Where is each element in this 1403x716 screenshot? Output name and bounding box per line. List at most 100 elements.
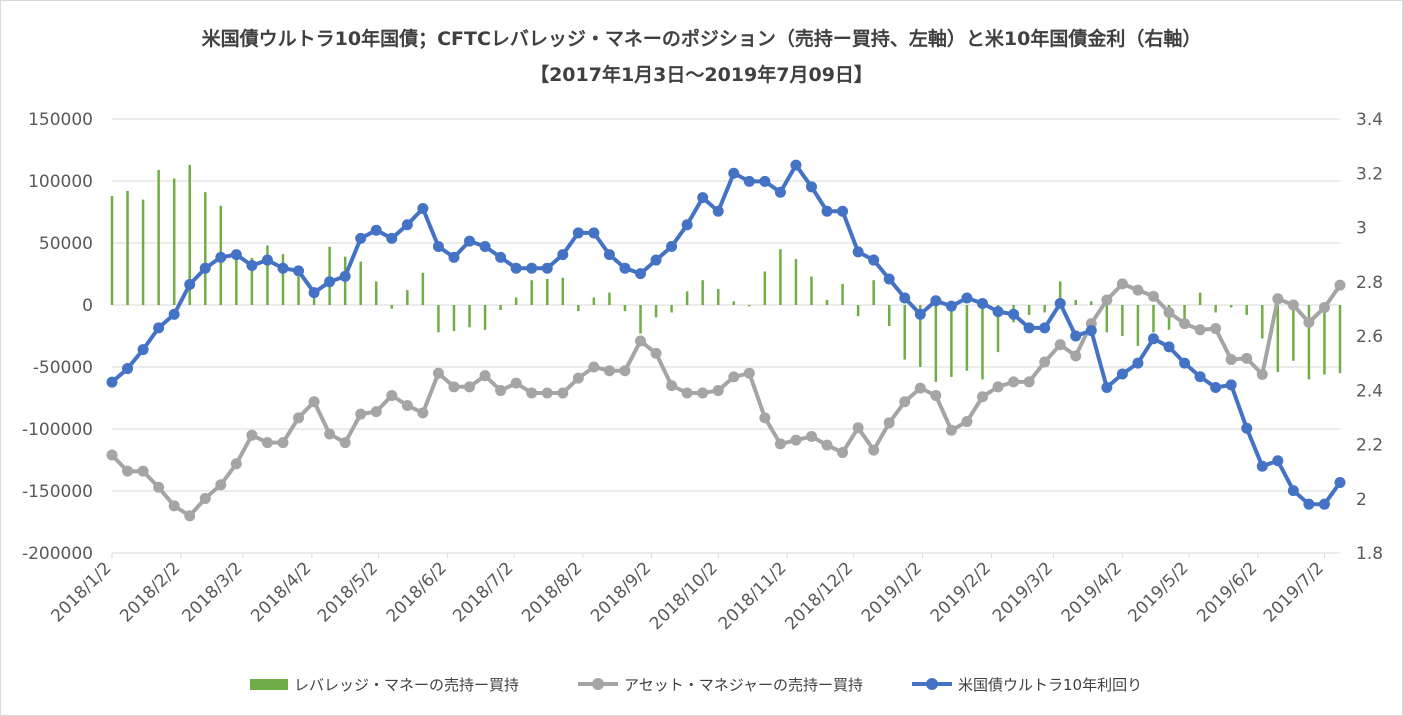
series-point — [355, 232, 367, 244]
bar-mark — [1276, 305, 1280, 372]
axis-labels: 150000 100000 50000 0 -50000 -100000 -150000 -2… — [22, 110, 1383, 634]
chart-subtitle: 【2017年1月3日～2019年7月09日】 — [530, 64, 873, 86]
series-point — [1256, 368, 1268, 380]
series-point — [215, 251, 227, 263]
series-point — [106, 376, 118, 388]
bar-mark — [390, 305, 394, 309]
y-right-tick-label: 2 — [1356, 490, 1367, 510]
x-tick-label: 2018/8/2 — [518, 558, 586, 626]
series-point — [1132, 357, 1144, 369]
bar-mark — [561, 277, 565, 305]
series-point — [681, 387, 693, 399]
legend: レバレッジ・マネーの売持ー買持 アセット・マネジャーの売持ー買持 米国債ウルトラ… — [0, 672, 1403, 696]
series-point — [635, 268, 647, 280]
series-point — [572, 227, 584, 239]
series-point — [743, 175, 755, 187]
series-point — [976, 297, 988, 309]
x-tick-label: 2019/1/2 — [858, 558, 926, 626]
bar-mark — [1183, 305, 1186, 324]
series-point — [1070, 350, 1082, 362]
series-point — [790, 159, 802, 171]
series-point — [324, 276, 336, 288]
series-point — [184, 510, 196, 522]
legend-swatch-blue — [912, 678, 952, 690]
bar-mark — [468, 305, 471, 328]
bar-mark — [1245, 305, 1248, 315]
x-tick-label: 2018/5/2 — [314, 558, 382, 626]
series-point — [355, 408, 367, 420]
bar-mark — [903, 305, 907, 360]
series-point — [1023, 322, 1035, 334]
bar-mark — [732, 301, 736, 305]
series-point — [230, 249, 242, 261]
series-point — [277, 262, 289, 274]
series-point — [261, 437, 273, 449]
series-point — [510, 377, 522, 389]
bar-mark — [297, 276, 300, 305]
x-tick-label: 2018/9/2 — [587, 558, 655, 626]
series-point — [1210, 323, 1222, 335]
bar-mark — [126, 190, 129, 305]
series-point — [448, 381, 460, 393]
bar-mark — [763, 271, 767, 305]
series-point — [1194, 324, 1206, 336]
x-tick-label: 2018/4/2 — [247, 558, 315, 626]
series-point — [153, 481, 165, 493]
series-point — [1256, 460, 1268, 472]
bar-mark — [981, 305, 984, 380]
series-point — [464, 235, 476, 247]
bar-mark — [934, 305, 938, 382]
series-point — [199, 492, 211, 504]
series-point — [1287, 299, 1299, 311]
series-point — [308, 287, 320, 299]
x-tick-label: 2018/10/2 — [646, 558, 722, 634]
series-point — [805, 430, 817, 442]
series-point — [1054, 339, 1066, 351]
bar-mark — [950, 305, 953, 377]
series-point — [432, 367, 444, 379]
series-point — [1318, 498, 1330, 510]
bar-mark — [1043, 305, 1046, 313]
bar-mark — [328, 246, 331, 305]
series-point — [246, 429, 258, 441]
series-point — [510, 262, 522, 274]
legend-label-leveraged: レバレッジ・マネーの売持ー買持 — [294, 675, 520, 694]
series-point — [168, 308, 180, 320]
bar-mark — [856, 305, 860, 317]
series-point — [712, 205, 724, 217]
series-point — [961, 416, 973, 428]
series-point — [1101, 294, 1113, 306]
legend-label-yield: 米国債ウルトラ10年利回り — [958, 675, 1143, 694]
y-right-tick-label: 3.4 — [1356, 110, 1383, 130]
bar-mark — [592, 297, 596, 305]
series-point — [1318, 301, 1330, 313]
series-point — [215, 479, 227, 491]
series-point — [137, 465, 149, 477]
series-point — [1163, 341, 1175, 353]
series-point — [914, 308, 926, 320]
y-left-tick-label: -100000 — [22, 420, 93, 440]
series-point — [603, 249, 615, 261]
series-point — [992, 381, 1004, 393]
series-point — [557, 249, 569, 261]
y-left-tick-label: 150000 — [28, 110, 93, 130]
bar-mark — [670, 305, 673, 313]
series-point — [324, 428, 336, 440]
series-point — [1179, 357, 1191, 369]
series-point — [386, 232, 398, 244]
series-point — [821, 439, 833, 451]
series-point — [370, 406, 382, 418]
series-point — [339, 270, 351, 282]
bar-mark — [1090, 301, 1093, 305]
bar-mark — [825, 300, 829, 305]
y-left-tick-label: -200000 — [22, 544, 93, 564]
series-point — [697, 387, 709, 399]
bar-mark — [810, 276, 813, 305]
series-point — [805, 181, 817, 193]
y-right-tick-label: 1.8 — [1356, 544, 1383, 564]
y-right-tick-label: 2.8 — [1356, 273, 1383, 293]
series-point — [1225, 354, 1237, 366]
y-left-tick-label: 50000 — [39, 234, 93, 254]
x-tick-label: 2018/2/2 — [116, 558, 184, 626]
bar-mark — [545, 278, 549, 305]
